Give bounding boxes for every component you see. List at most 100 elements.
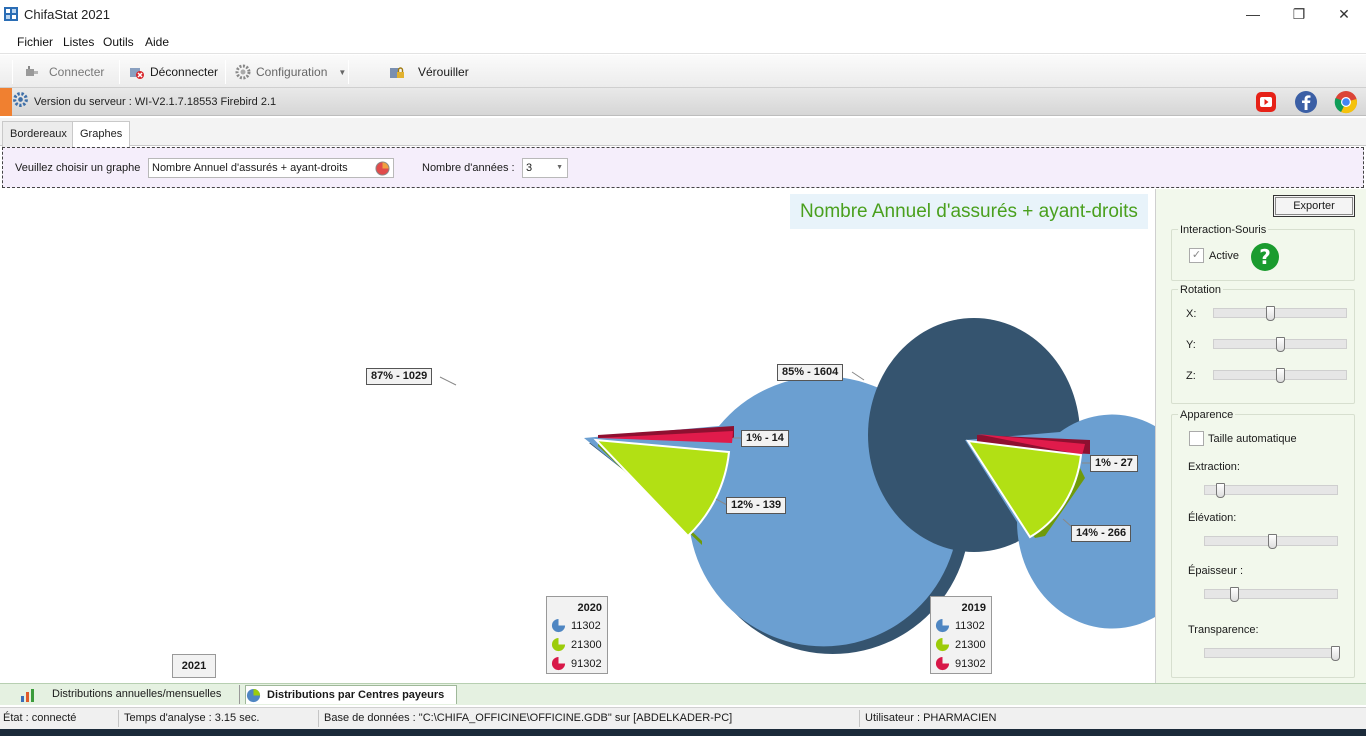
svg-text:?: ? (1259, 245, 1271, 269)
legend-title: 2020 (577, 602, 602, 614)
plug-icon (26, 66, 38, 76)
accent-strip (0, 88, 12, 116)
settings-gear-icon (13, 92, 28, 107)
chevron-down-icon: ▼ (556, 164, 563, 171)
window-title: ChifaStat 2021 (24, 7, 111, 22)
legend-2019: 2019 11302 21300 91302 (930, 596, 992, 674)
chrome-icon[interactable] (1334, 90, 1358, 114)
graph-selection-bar: Veuillez choisir un graphe Nombre Annuel… (2, 147, 1364, 188)
status-connection: État : connecté (3, 712, 77, 724)
pie-slice-91302[interactable] (598, 431, 733, 443)
rotation-group: Rotation X: Y: Z: (1171, 284, 1355, 404)
status-user: Utilisateur : PHARMACIEN (865, 712, 997, 724)
transparence-label: Transparence: (1188, 624, 1259, 636)
app-logo-icon (4, 7, 18, 21)
legend-2020: 2020 11302 21300 91302 (546, 596, 608, 674)
years-select[interactable]: 3 ▼ (522, 158, 568, 178)
os-taskbar (0, 729, 1366, 736)
chevron-down-icon[interactable]: ▼ (338, 67, 347, 77)
tab-graphes[interactable]: Graphes (72, 121, 131, 148)
close-icon[interactable]: ✕ (1338, 6, 1350, 22)
rotation-z-slider[interactable] (1213, 368, 1347, 383)
toolbar-separator (12, 60, 13, 84)
chart-area[interactable]: Nombre Annuel d'assurés + ayant-droits (0, 189, 1155, 683)
pie-label-2019-21300: 14% - 266 (1071, 525, 1132, 542)
years-label: Nombre d'années : (422, 162, 515, 174)
status-database: Base de données : "C:\CHIFA_OFFICINE\OFF… (324, 712, 733, 724)
menu-fichier[interactable]: Fichier (17, 35, 54, 49)
facebook-icon[interactable] (1294, 90, 1318, 114)
group-label: Interaction-Souris (1178, 224, 1269, 236)
active-checkbox[interactable]: ✓ (1189, 248, 1204, 263)
status-bar: État : connecté Temps d'analyse : 3.15 s… (0, 707, 1366, 729)
rotation-y-slider[interactable] (1213, 337, 1347, 352)
toolbar-separator (119, 60, 120, 84)
export-button[interactable]: Exporter (1273, 195, 1355, 217)
tab-bordereaux[interactable]: Bordereaux (2, 121, 75, 147)
rotation-y-label: Y: (1186, 339, 1196, 351)
configuration-button[interactable]: Configuration ▼ (235, 63, 346, 81)
epaisseur-slider[interactable] (1204, 587, 1338, 602)
legend-item: 21300 (931, 635, 991, 654)
rotation-x-slider[interactable] (1213, 306, 1347, 321)
connect-button[interactable]: Connecter (24, 63, 104, 81)
apparence-group: Apparence Taille automatique Extraction:… (1171, 409, 1355, 678)
pie-label-2020-11302: 87% - 1029 (366, 368, 433, 385)
auto-size-label: Taille automatique (1208, 433, 1297, 445)
pie-slice-21300[interactable] (593, 438, 731, 538)
help-icon[interactable]: ? (1250, 242, 1280, 272)
youtube-icon[interactable] (1255, 91, 1277, 113)
pie-label-2019-91302: 1% - 27 (1090, 455, 1138, 472)
disconnect-button[interactable]: Déconnecter (129, 63, 218, 81)
toolbar-separator (225, 60, 226, 84)
transparence-slider[interactable] (1204, 646, 1340, 661)
legend-item: 11302 (547, 616, 607, 635)
pie-label-2020-91302: 1% - 14 (741, 430, 789, 447)
status-analysis-time: Temps d'analyse : 3.15 sec. (124, 712, 260, 724)
pie-label-2020-21300: 12% - 139 (726, 497, 787, 514)
server-version: Version du serveur : WI-V2.1.7.18553 Fir… (34, 96, 277, 108)
menu-listes[interactable]: Listes (63, 35, 95, 49)
pie-slice-91302[interactable] (977, 434, 1085, 455)
pie-green-icon (551, 637, 566, 652)
pie-slice-21300[interactable] (965, 439, 1083, 539)
year-2021-label: 2021 (172, 654, 216, 678)
extraction-label: Extraction: (1188, 461, 1240, 473)
auto-size-checkbox[interactable] (1189, 431, 1204, 446)
elevation-slider[interactable] (1204, 534, 1338, 549)
menu-outils[interactable]: Outils (103, 35, 134, 49)
tab-distributions-centres[interactable]: Distributions par Centres payeurs (245, 685, 457, 704)
menu-aide[interactable]: Aide (145, 35, 170, 49)
extraction-slider[interactable] (1204, 483, 1338, 498)
rotation-z-label: Z: (1186, 370, 1196, 382)
pie-chart-icon (375, 161, 390, 176)
status-separator (859, 710, 860, 727)
tab-distributions-annuelles[interactable]: Distributions annuelles/mensuelles (20, 685, 240, 704)
status-separator (318, 710, 319, 727)
pie-red-icon (551, 656, 566, 671)
graph-select-combo[interactable]: Nombre Annuel d'assurés + ayant-droits (148, 158, 394, 178)
restore-icon[interactable]: ❐ (1292, 6, 1306, 22)
status-separator (118, 710, 119, 727)
rotation-x-label: X: (1186, 308, 1197, 320)
disconnect-icon (130, 68, 144, 79)
pie-red-icon (935, 656, 950, 671)
lock-button[interactable]: Vérouiller (389, 63, 469, 81)
active-label: Active (1209, 250, 1239, 262)
minimize-icon[interactable]: — (1246, 6, 1260, 22)
toolbar: Connecter Déconnecter Configuration ▼ Vé… (0, 55, 1366, 88)
legend-item: 11302 (931, 616, 991, 635)
epaisseur-label: Épaisseur : (1188, 565, 1244, 577)
toolbar-separator (348, 60, 349, 84)
interaction-group: Interaction-Souris ✓ Active ? (1171, 224, 1355, 281)
pie-label-2019-11302: 85% - 1604 (777, 364, 844, 381)
legend-item: 91302 (931, 654, 991, 673)
gear-icon (235, 64, 251, 80)
group-label: Rotation (1178, 284, 1223, 296)
legend-title: 2019 (961, 602, 986, 614)
chart-title: Nombre Annuel d'assurés + ayant-droits (790, 194, 1148, 229)
graph-select-label: Veuillez choisir un graphe (15, 162, 141, 174)
legend-item: 91302 (547, 654, 607, 673)
pie-2019[interactable] (851, 318, 1155, 629)
pie-blue-icon (935, 618, 950, 633)
